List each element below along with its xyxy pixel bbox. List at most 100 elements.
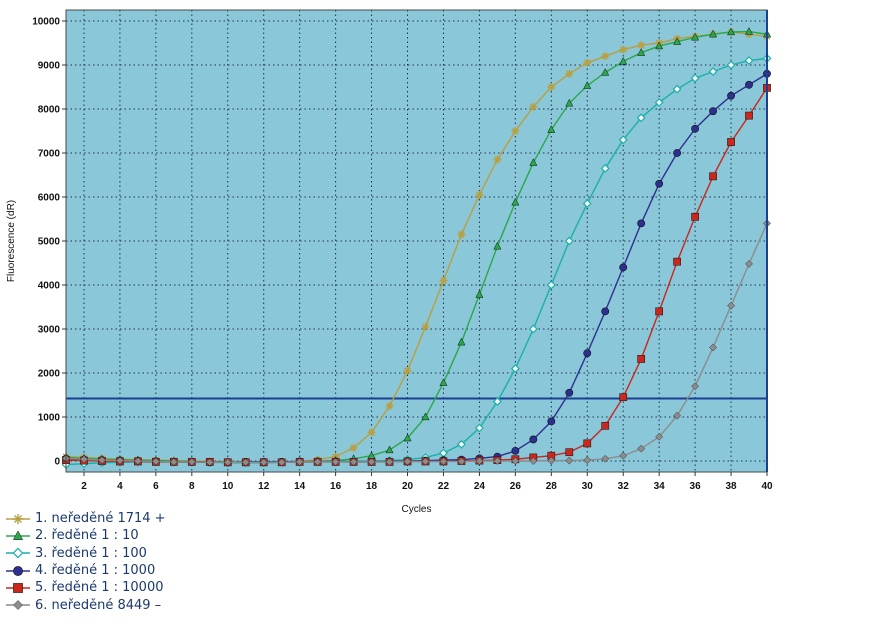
data-point-series-4 xyxy=(547,417,556,426)
y-tick-label: 1000 xyxy=(38,413,61,424)
data-point-series-1 xyxy=(349,443,358,452)
y-tick-label: 6000 xyxy=(38,193,61,204)
y-tick-label: 9000 xyxy=(38,61,61,72)
chart: 0 1000 2000 3000 4000 5000 6000 7000 8000 9000 100… xyxy=(6,9,773,515)
data-point-series-6 xyxy=(529,457,538,465)
data-point-series-2 xyxy=(493,241,502,250)
series-6 xyxy=(62,219,771,467)
legend-marker-shape xyxy=(13,565,23,576)
data-point-series-3 xyxy=(546,280,556,290)
data-point-series-2 xyxy=(673,37,682,45)
data-point-series-6 xyxy=(727,301,736,310)
data-point-series-6 xyxy=(80,455,88,464)
data-point-series-4 xyxy=(691,124,700,133)
data-point-series-3 xyxy=(708,67,718,77)
data-point-series-3 xyxy=(528,324,538,334)
legend-marker-shape xyxy=(13,582,23,593)
data-point-series-6 xyxy=(169,457,178,466)
data-point-series-2 xyxy=(727,27,736,36)
data-point-series-2 xyxy=(709,29,718,38)
data-point-series-2 xyxy=(655,41,664,50)
data-point-series-3 xyxy=(474,423,484,433)
legend-marker-icon xyxy=(6,565,30,576)
data-point-series-3 xyxy=(492,397,502,407)
data-point-series-2 xyxy=(457,337,466,346)
data-point-series-1 xyxy=(385,402,394,410)
data-point-series-1 xyxy=(583,58,592,67)
data-point-series-6 xyxy=(115,456,124,465)
x-tick-label: 24 xyxy=(474,481,486,492)
x-tick-label: 4 xyxy=(117,481,123,492)
data-point-series-6 xyxy=(205,458,214,467)
data-point-series-6 xyxy=(601,454,610,463)
data-point-series-4 xyxy=(745,80,753,89)
data-point-series-6 xyxy=(655,432,664,441)
data-point-series-6 xyxy=(619,451,628,460)
x-tick-label: 10 xyxy=(222,481,234,492)
data-point-series-1 xyxy=(493,155,502,164)
data-point-series-1 xyxy=(421,322,430,331)
data-point-series-6 xyxy=(97,456,106,465)
data-point-series-3 xyxy=(636,113,646,123)
y-tick-label: 8000 xyxy=(38,105,61,116)
x-tick-label: 38 xyxy=(725,481,737,492)
data-point-series-6 xyxy=(457,457,466,466)
x-tick-label: 30 xyxy=(582,481,594,492)
data-point-series-6 xyxy=(349,457,358,466)
data-point-series-6 xyxy=(241,458,250,467)
data-point-series-2 xyxy=(565,98,574,107)
data-point-series-4 xyxy=(709,107,717,116)
data-point-series-1 xyxy=(619,45,628,54)
data-point-series-6 xyxy=(421,457,430,466)
data-point-series-6 xyxy=(583,456,592,465)
data-point-series-4 xyxy=(727,91,735,100)
y-tick-label: 0 xyxy=(54,457,60,468)
data-point-series-2 xyxy=(403,433,412,442)
data-point-series-5 xyxy=(745,111,753,120)
x-tick-label: 34 xyxy=(654,481,666,492)
data-point-series-2 xyxy=(475,290,484,298)
legend-marker-icon xyxy=(6,600,30,611)
data-point-series-2 xyxy=(619,56,628,65)
data-point-series-1 xyxy=(601,52,610,61)
data-point-series-3 xyxy=(456,439,466,449)
y-tick-label: 5000 xyxy=(38,237,61,248)
data-point-series-3 xyxy=(582,199,592,209)
data-point-series-2 xyxy=(385,445,394,454)
legend-marker-icon xyxy=(6,582,30,593)
data-point-series-3 xyxy=(672,84,682,94)
data-point-series-5 xyxy=(691,212,699,221)
data-point-series-3 xyxy=(654,97,664,107)
data-point-series-6 xyxy=(313,457,322,466)
data-point-series-6 xyxy=(673,411,682,420)
legend-marker-shape xyxy=(13,600,23,611)
legend-item: 6. neředěné 8449 – xyxy=(4,596,304,613)
legend-label: 6. neředěné 8449 – xyxy=(35,597,162,613)
data-point-series-6 xyxy=(475,457,484,465)
data-point-series-3 xyxy=(744,56,754,66)
legend-label: 4. ředěné 1 : 1000 xyxy=(35,563,156,579)
x-tick-label: 36 xyxy=(690,481,702,492)
x-tick-label: 32 xyxy=(618,481,630,492)
data-point-series-4 xyxy=(565,388,574,397)
data-point-series-2 xyxy=(745,27,754,35)
data-point-series-2 xyxy=(421,412,430,421)
x-tick-label: 8 xyxy=(189,481,195,492)
y-tick-label: 4000 xyxy=(38,281,61,292)
data-point-series-3 xyxy=(600,163,610,173)
x-tick-label: 6 xyxy=(153,481,159,492)
data-point-series-6 xyxy=(745,259,753,268)
data-point-series-6 xyxy=(295,457,304,466)
data-point-series-1 xyxy=(403,366,412,375)
data-point-series-6 xyxy=(187,457,196,466)
x-tick-labels: 2 4 6 8 10 12 14 16 18 20 22 24 26 28 30 32 34 36 38 40 xyxy=(81,472,773,492)
data-point-series-5 xyxy=(583,439,592,448)
data-point-series-3 xyxy=(726,60,736,70)
data-point-series-2 xyxy=(511,197,520,206)
data-point-series-6 xyxy=(493,457,502,465)
legend-marker-shape xyxy=(12,513,24,524)
x-tick-label: 22 xyxy=(438,481,450,492)
y-tick-labels: 0 1000 2000 3000 4000 5000 6000 7000 8000 9000 100… xyxy=(32,17,66,468)
x-tick-label: 18 xyxy=(366,481,378,492)
data-point-series-6 xyxy=(403,457,412,466)
